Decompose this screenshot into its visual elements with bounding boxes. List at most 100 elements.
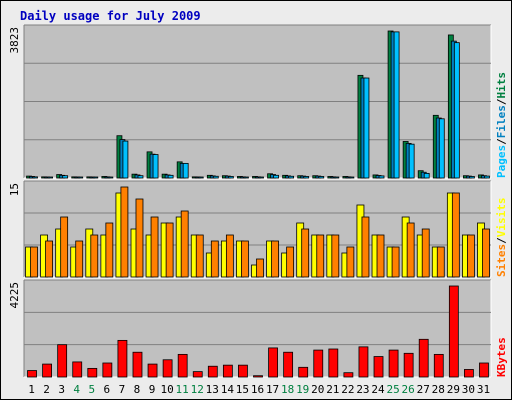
bar-kbytes-day-17	[268, 347, 278, 378]
bar-pages-day-27	[423, 172, 430, 179]
x-tick-label-day-10: 10	[160, 383, 173, 396]
right-label-hits: Hits	[495, 72, 508, 99]
bar-pages-day-30	[469, 176, 475, 179]
x-tick-label-day-5: 5	[88, 383, 95, 396]
x-tick-label-day-4: 4	[73, 383, 80, 396]
x-tick-label-day-3: 3	[58, 383, 65, 396]
bar-sites-day-7	[120, 186, 129, 278]
bar-sites-day-6	[105, 222, 114, 278]
bar-pages-day-8	[137, 175, 144, 179]
right-label-separator: /	[495, 138, 508, 145]
bar-kbytes-day-5	[87, 367, 98, 378]
x-tick-label-day-28: 28	[432, 383, 445, 396]
bar-pages-day-4	[77, 176, 84, 179]
right-label-files: Files	[495, 105, 508, 138]
bar-sites-day-22	[346, 246, 355, 278]
x-tick-label-day-24: 24	[371, 383, 385, 396]
x-tick-label-day-25: 25	[386, 383, 399, 396]
bar-kbytes-day-4	[72, 361, 83, 378]
x-tick-label-day-21: 21	[326, 383, 339, 396]
bar-sites-day-1	[30, 246, 38, 278]
x-tick-label-day-1: 1	[28, 383, 35, 396]
y-max-label: 15	[8, 183, 21, 196]
bar-sites-day-10	[165, 222, 174, 278]
x-tick-label-day-12: 12	[191, 383, 204, 396]
bar-kbytes-day-18	[283, 351, 294, 378]
bar-pages-day-18	[288, 175, 295, 179]
x-tick-label-day-14: 14	[221, 383, 235, 396]
bar-kbytes-day-15	[238, 364, 248, 378]
bar-pages-day-5	[92, 176, 99, 179]
panel-right-label: Pages/Files/Hits	[495, 72, 508, 178]
bar-kbytes-day-6	[102, 362, 113, 378]
panel-right-label: KBytes	[495, 337, 508, 377]
bar-kbytes-day-28	[433, 353, 444, 378]
bar-pages-day-14	[227, 176, 234, 179]
bar-sites-day-9	[150, 216, 159, 278]
bar-sites-day-31	[482, 228, 490, 278]
x-tick-label-day-7: 7	[119, 383, 126, 396]
x-tick-label-day-11: 11	[176, 383, 189, 396]
x-tick-label-day-16: 16	[251, 383, 264, 396]
bar-sites-day-27	[421, 228, 430, 278]
bar-sites-day-21	[331, 234, 340, 278]
bar-sites-day-25	[391, 246, 400, 278]
right-label-sites: Sites	[495, 244, 508, 277]
x-tick-label-day-29: 29	[447, 383, 460, 396]
bar-sites-day-28	[436, 246, 445, 278]
right-label-separator: /	[495, 237, 508, 244]
bar-pages-day-25	[393, 31, 400, 179]
bar-kbytes-day-26	[403, 352, 414, 378]
bar-pages-day-28	[438, 118, 445, 179]
bar-sites-day-8	[135, 198, 144, 278]
x-tick-label-day-27: 27	[417, 383, 430, 396]
bar-pages-day-13	[212, 175, 219, 179]
bar-sites-day-14	[225, 234, 234, 278]
x-tick-label-day-6: 6	[104, 383, 111, 396]
right-label-kbytes: KBytes	[495, 337, 508, 377]
bar-pages-day-11	[182, 162, 189, 179]
bar-kbytes-day-25	[388, 349, 399, 378]
bar-kbytes-day-8	[132, 351, 143, 378]
bar-sites-day-20	[316, 234, 325, 278]
bar-sites-day-17	[271, 240, 279, 278]
bar-kbytes-day-2	[42, 363, 52, 378]
bar-pages-day-7	[122, 140, 129, 179]
bar-sites-day-30	[467, 234, 475, 278]
bar-kbytes-day-27	[418, 338, 429, 378]
x-tick-label-day-19: 19	[296, 383, 309, 396]
bar-kbytes-day-16	[253, 375, 263, 378]
bar-sites-day-5	[90, 234, 99, 278]
bar-kbytes-day-20	[313, 349, 324, 378]
bar-pages-day-21	[333, 176, 340, 179]
bar-sites-day-2	[45, 240, 53, 278]
x-tick-label-day-8: 8	[134, 383, 141, 396]
x-tick-label-day-13: 13	[206, 383, 219, 396]
y-max-label: 3823	[8, 27, 21, 54]
bar-sites-day-29	[451, 192, 460, 278]
bar-pages-day-6	[107, 176, 114, 179]
bar-sites-day-13	[210, 240, 219, 278]
bar-pages-day-22	[348, 176, 355, 179]
x-tick-label-day-22: 22	[341, 383, 354, 396]
x-tick-label-day-26: 26	[402, 383, 415, 396]
bar-kbytes-day-23	[358, 346, 369, 378]
bar-kbytes-day-19	[298, 366, 309, 378]
x-tick-label-day-20: 20	[311, 383, 324, 396]
bar-pages-day-31	[484, 175, 490, 179]
bar-kbytes-day-30	[464, 369, 474, 378]
bar-pages-day-9	[152, 154, 159, 179]
x-tick-label-day-2: 2	[43, 383, 50, 396]
bar-pages-day-1	[32, 176, 38, 179]
x-tick-label-day-15: 15	[236, 383, 249, 396]
x-tick-label-day-9: 9	[149, 383, 156, 396]
bar-sites-day-11	[180, 210, 189, 278]
panel-right-label: Sites/Visits	[495, 198, 508, 278]
x-tick-label-day-31: 31	[477, 383, 490, 396]
bar-pages-day-17	[273, 174, 279, 179]
bar-kbytes-day-7	[117, 339, 128, 378]
bar-pages-day-23	[363, 77, 370, 179]
bar-kbytes-day-11	[177, 353, 188, 378]
bar-pages-day-29	[453, 42, 460, 179]
